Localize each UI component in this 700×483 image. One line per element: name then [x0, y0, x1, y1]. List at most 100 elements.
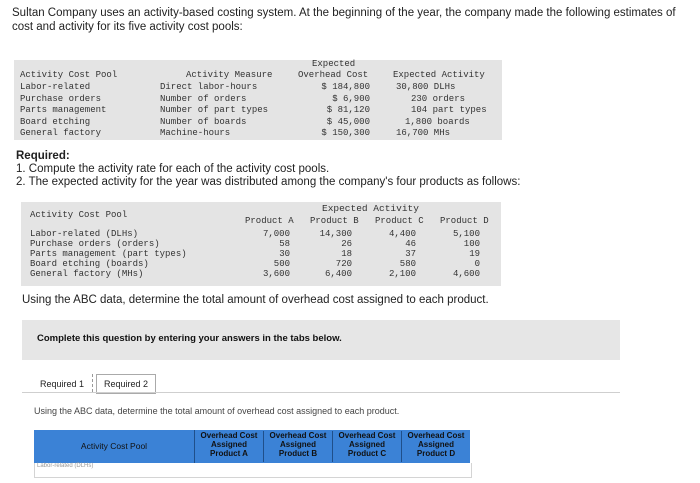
table1-pool-column: Labor-related Purchase orders Parts mana…: [20, 82, 106, 140]
header-activity-measure: Activity Measure: [186, 70, 273, 80]
tab-separator: [92, 374, 94, 392]
table2-cell: 19: [469, 249, 480, 259]
table2-cell: 37: [405, 249, 416, 259]
table1-activity: 16,700 MHs: [396, 128, 451, 138]
table2-pool-column: Labor-related (DLHs) Purchase orders (or…: [30, 229, 187, 279]
answer-table-header: Activity Cost Pool Overhead Cost Assigne…: [34, 430, 470, 463]
header-expected-activity: Expected Activity: [393, 70, 485, 80]
col-line: Overhead Cost: [338, 431, 396, 440]
header-activity-cost-pool: Activity Cost Pool: [20, 70, 118, 80]
table1-overhead: $ 184,800: [321, 82, 370, 92]
table2-cell: 46: [405, 239, 416, 249]
table2-product-d-column: 5,100 100 19 0 4,600: [430, 229, 480, 279]
table1-measure: Number of part types: [160, 105, 269, 115]
col-line: Overhead Cost: [200, 431, 258, 440]
table1-measure-column: Direct labor-hours Number of orders Numb…: [160, 82, 268, 140]
header-overhead-cost: Overhead Cost: [298, 70, 369, 80]
table1-pool: Purchase orders: [20, 93, 102, 104]
table2-pool: Purchase orders (orders): [30, 239, 160, 249]
col-line: Overhead Cost: [407, 431, 465, 440]
table2-product-a-column: 7,000 58 30 500 3,600: [240, 229, 290, 279]
col-line: Product A: [210, 449, 248, 458]
answer-header-product-b: Overhead Cost Assigned Product B: [263, 431, 332, 462]
col-line: Product B: [278, 449, 318, 458]
table2-pool: Parts management (part types): [30, 249, 187, 259]
col-line: Assigned: [348, 440, 385, 449]
answer-header-pool: Activity Cost Pool: [34, 430, 195, 463]
problem-intro: Sultan Company uses an activity-based co…: [12, 7, 676, 33]
header-product-a: Product A: [245, 216, 294, 226]
header-expected-activity-group: Expected Activity: [322, 203, 419, 214]
table2-pool: Board etching (boards): [30, 259, 149, 269]
table1-activity: 1,800 boards: [405, 116, 470, 127]
required-title: Required:: [16, 150, 70, 162]
question-text: Using the ABC data, determine the total …: [22, 294, 489, 306]
table2-cell: 5,100: [452, 229, 480, 239]
table1-activity: 104 part types: [411, 105, 487, 115]
tab-required-1[interactable]: Required 1: [40, 379, 85, 389]
table1-activity: 30,800 DLHs: [396, 82, 456, 92]
table1-measure: Machine-hours: [160, 128, 231, 138]
table2-pool: Labor-related (DLHs): [30, 229, 139, 239]
table1-overhead: $ 45,000: [326, 116, 370, 127]
table2-product-c-column: 4,400 46 37 580 2,100: [366, 229, 416, 279]
table2-cell: 580: [399, 259, 416, 269]
table1-overhead: $ 6,900: [332, 93, 370, 104]
table2-cell: 26: [341, 239, 352, 249]
table1-measure: Number of boards: [160, 116, 247, 127]
col-line: Assigned: [417, 440, 454, 449]
header-product-c: Product C: [375, 216, 424, 226]
cost-pool-estimates-panel: [14, 60, 502, 140]
table2-cell: 500: [273, 259, 290, 269]
tab-instruction: Using the ABC data, determine the total …: [34, 406, 400, 416]
header-product-d: Product D: [440, 216, 489, 226]
table2-cell: 100: [463, 239, 480, 249]
table2-product-b-column: 14,300 26 18 720 6,400: [302, 229, 352, 279]
table1-overhead: $ 150,300: [321, 128, 370, 138]
required-item-2: 2. The expected activity for the year wa…: [16, 176, 521, 188]
col-line: Product C: [347, 449, 387, 458]
table2-cell: 720: [335, 259, 352, 269]
table2-cell: 3,600: [262, 269, 290, 279]
table2-cell: 2,100: [388, 269, 416, 279]
answer-header-product-c: Overhead Cost Assigned Product C: [332, 431, 401, 462]
table2-cell: 18: [341, 249, 352, 259]
table1-overhead: $ 81,120: [326, 105, 370, 115]
required-item-1: 1. Compute the activity rate for each of…: [16, 163, 330, 175]
table2-cell: 6,400: [324, 269, 352, 279]
table2-cell: 58: [279, 239, 290, 249]
table1-measure: Direct labor-hours: [160, 82, 258, 92]
table1-measure: Number of orders: [160, 93, 247, 104]
complete-question-text: Complete this question by entering your …: [37, 333, 342, 344]
header-pool: Activity Cost Pool: [30, 210, 128, 220]
header-product-b: Product B: [310, 216, 359, 226]
answer-header-product-d: Overhead Cost Assigned Product D: [401, 431, 470, 462]
table2-cell: 0: [474, 259, 480, 269]
table1-pool: General factory: [20, 128, 102, 138]
table1-pool: Board etching: [20, 116, 91, 127]
header-expected: Expected: [312, 59, 356, 69]
table2-cell: 30: [279, 249, 290, 259]
complete-question-bar: Complete this question by entering your …: [22, 320, 620, 360]
tab-required-2[interactable]: Required 2: [96, 374, 157, 394]
table1-pool: Parts management: [20, 105, 107, 115]
tab-underline: [22, 392, 620, 393]
table2-pool: General factory (MHs): [30, 269, 144, 279]
answer-header-product-a: Overhead Cost Assigned Product A: [194, 431, 263, 462]
table1-pool: Labor-related: [20, 82, 91, 92]
table1-overhead-column: $ 184,800 $ 6,900 $ 81,120 $ 45,000 $ 15…: [315, 82, 370, 140]
answer-row-label: Labor-related (DLHs): [37, 463, 94, 469]
col-line: Assigned: [279, 440, 316, 449]
table1-activity-column: 30,800 DLHs 230 orders 104 part types 1,…: [396, 82, 487, 140]
col-line: Assigned: [210, 440, 247, 449]
table2-cell: 14,300: [319, 229, 352, 239]
table2-cell: 4,600: [452, 269, 480, 279]
col-line: Overhead Cost: [269, 431, 327, 440]
expected-activity-panel: [21, 202, 501, 286]
table1-activity: 230 orders: [411, 93, 466, 104]
table2-cell: 4,400: [388, 229, 416, 239]
col-line: Product D: [416, 449, 456, 458]
required-section: Required: 1. Compute the activity rate f…: [16, 150, 520, 189]
table2-cell: 7,000: [262, 229, 290, 239]
answer-table-first-row: [34, 463, 472, 478]
